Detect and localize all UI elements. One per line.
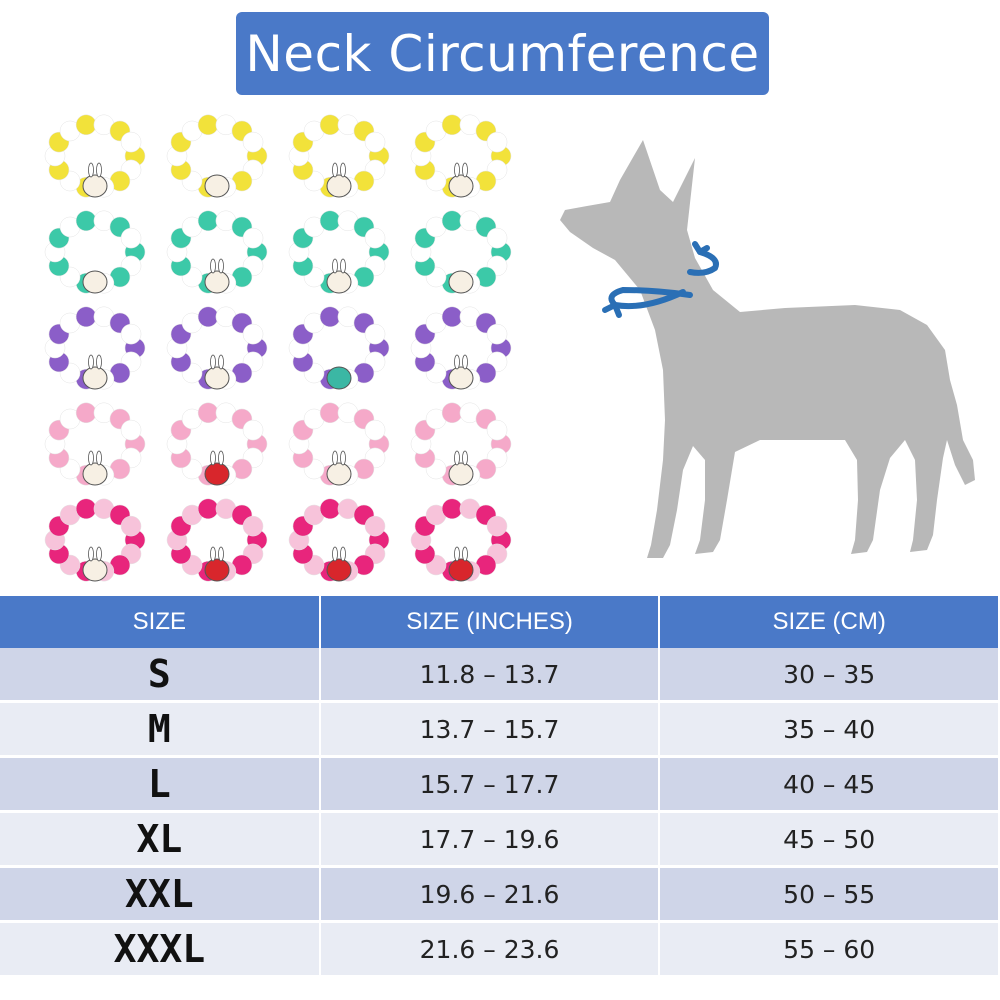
purple-pompom-collar-bunny-carrot-icon xyxy=(44,306,146,390)
easter-egg-charm-icon xyxy=(326,366,352,390)
cm-cell: 35 – 40 xyxy=(659,701,1000,758)
teal-pompom-collar-bunny-icon xyxy=(166,210,268,294)
dog-silhouette-icon xyxy=(560,140,975,558)
table-row: XXL 19.6 – 21.6 50 – 55 xyxy=(0,866,1000,923)
size-chart-table: SIZE SIZE (INCHES) SIZE (CM) S 11.8 – 13… xyxy=(0,596,1000,978)
size-cell: XL xyxy=(0,811,321,868)
bunny-egg-charm-icon xyxy=(326,450,352,486)
size-cell: XXL xyxy=(0,866,321,923)
size-cell: S xyxy=(0,648,321,703)
collar-product-grid xyxy=(30,100,530,585)
magenta-pompom-collar-bunny-icon xyxy=(44,498,146,582)
bunny-charm-icon xyxy=(448,450,474,486)
teal-pompom-collar-dino-egg-icon xyxy=(44,210,146,294)
inches-cell: 15.7 – 17.7 xyxy=(319,756,661,813)
table-row: L 15.7 – 17.7 40 – 45 xyxy=(0,756,1000,813)
header-size: SIZE xyxy=(0,596,321,648)
bunny-charm-icon xyxy=(82,450,108,486)
pink-pompom-collar-bunny-icon xyxy=(410,402,512,486)
table-row: XXXL 21.6 – 23.6 55 – 60 xyxy=(0,921,1000,978)
yellow-pompom-collar-bunny-chick-icon xyxy=(44,114,146,198)
dino-egg-charm-icon xyxy=(448,270,474,294)
yellow-pompom-collar-chick-icon xyxy=(166,114,268,198)
table-header-row: SIZE SIZE (INCHES) SIZE (CM) xyxy=(0,596,1000,648)
bunny-charm-icon xyxy=(204,354,230,390)
bunny-strawberry-charm-icon xyxy=(204,546,230,582)
dino-egg-charm-icon xyxy=(82,270,108,294)
bunny-strawberry-charm-icon xyxy=(448,546,474,582)
magenta-pompom-collar-bunny-strawberry-icon xyxy=(288,498,390,582)
pink-pompom-collar-bunny-egg-icon xyxy=(288,402,390,486)
size-cell: XXXL xyxy=(0,921,321,978)
table-row: XL 17.7 – 19.6 45 – 50 xyxy=(0,811,1000,868)
yellow-pompom-collar-bunny-chick-icon xyxy=(288,114,390,198)
inches-cell: 11.8 – 13.7 xyxy=(319,648,661,703)
purple-pompom-collar-easter-egg-icon xyxy=(288,306,390,390)
cm-cell: 55 – 60 xyxy=(659,921,1000,978)
bunny-carrot-charm-icon xyxy=(326,258,352,294)
table-row: S 11.8 – 13.7 30 – 35 xyxy=(0,648,1000,703)
bunny-carrot-charm-icon xyxy=(448,354,474,390)
teal-pompom-collar-bunny-carrot-icon xyxy=(288,210,390,294)
inches-cell: 21.6 – 23.6 xyxy=(319,921,661,978)
bunny-chick-charm-icon xyxy=(326,162,352,198)
inches-cell: 17.7 – 19.6 xyxy=(319,811,661,868)
size-cell: M xyxy=(0,701,321,758)
bunny-strawberry-charm-icon xyxy=(204,450,230,486)
bunny-chick-charm-icon xyxy=(82,162,108,198)
yellow-pompom-collar-bunny-chick-icon xyxy=(410,114,512,198)
cm-cell: 45 – 50 xyxy=(659,811,1000,868)
header-size-cm: SIZE (CM) xyxy=(659,596,1000,648)
cm-cell: 40 – 45 xyxy=(659,756,1000,813)
cm-cell: 50 – 55 xyxy=(659,866,1000,923)
size-cell: L xyxy=(0,756,321,813)
magenta-pompom-collar-bunny-strawberry-icon xyxy=(166,498,268,582)
bunny-charm-icon xyxy=(82,546,108,582)
teal-pompom-collar-dino-egg-icon xyxy=(410,210,512,294)
chick-charm-icon xyxy=(204,174,230,198)
purple-pompom-collar-bunny-carrot-icon xyxy=(410,306,512,390)
bunny-strawberry-charm-icon xyxy=(326,546,352,582)
inches-cell: 13.7 – 15.7 xyxy=(319,701,661,758)
bunny-chick-charm-icon xyxy=(448,162,474,198)
magenta-pompom-collar-bunny-strawberry-icon xyxy=(410,498,512,582)
pink-pompom-collar-bunny-icon xyxy=(44,402,146,486)
header-size-inches: SIZE (INCHES) xyxy=(319,596,661,648)
purple-pompom-collar-bunny-icon xyxy=(166,306,268,390)
pink-pompom-collar-bunny-strawberry-icon xyxy=(166,402,268,486)
bunny-carrot-charm-icon xyxy=(82,354,108,390)
title-banner: Neck Circumference xyxy=(236,12,769,95)
inches-cell: 19.6 – 21.6 xyxy=(319,866,661,923)
table-row: M 13.7 – 15.7 35 – 40 xyxy=(0,701,1000,758)
bunny-charm-icon xyxy=(204,258,230,294)
neck-measure-arrow-icon xyxy=(602,241,719,318)
cm-cell: 30 – 35 xyxy=(659,648,1000,703)
page-title: Neck Circumference xyxy=(245,24,760,83)
